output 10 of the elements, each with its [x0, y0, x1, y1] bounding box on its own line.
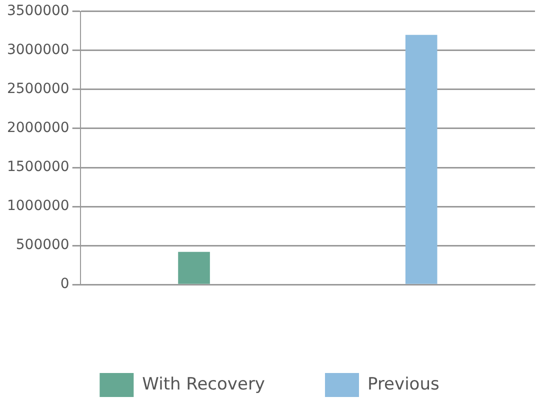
- legend-label: Previous: [367, 374, 440, 394]
- y-tick-label: 1000000: [6, 198, 70, 214]
- y-tick-label: 0: [60, 276, 70, 292]
- y-tick-label: 3000000: [6, 42, 70, 58]
- y-tick-label: 500000: [16, 237, 70, 254]
- y-tick-label: 2500000: [6, 81, 70, 98]
- y-tick-label: 1500000: [6, 159, 70, 176]
- y-tick-label: 3500000: [6, 3, 70, 20]
- legend-label: With Recovery: [142, 374, 265, 394]
- y-tick-label: 2000000: [6, 120, 70, 136]
